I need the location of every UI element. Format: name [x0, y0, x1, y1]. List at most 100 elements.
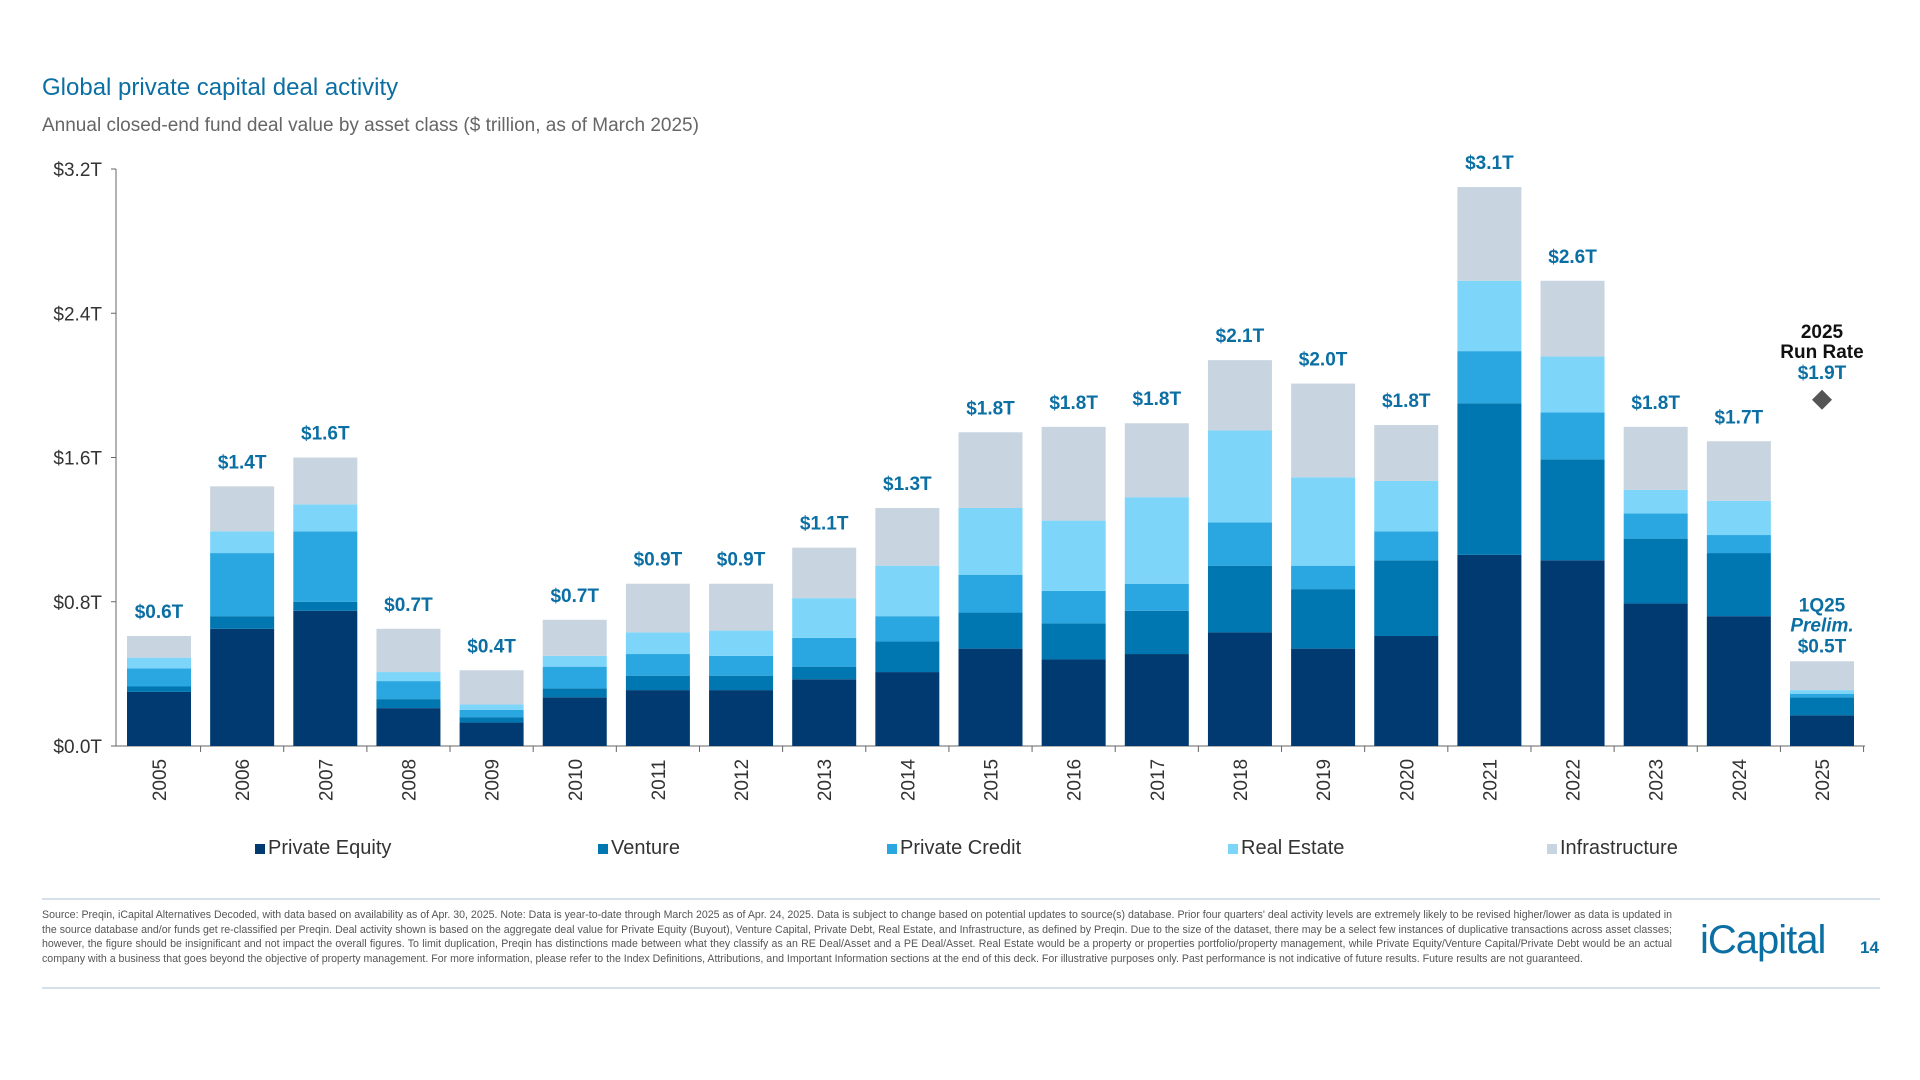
x-tick-label: 2025 — [1813, 759, 1834, 801]
bar-segment-infrastructure — [542, 619, 607, 656]
y-tick-label: $0.8T — [53, 593, 102, 614]
bar-segment-real-estate — [293, 504, 358, 532]
bar-segment-venture — [1291, 589, 1356, 649]
bar-total-label: $2.0T — [1299, 350, 1348, 371]
run-rate-diamond-marker — [1812, 389, 1832, 410]
bar-segment-real-estate — [792, 598, 857, 638]
bar-segment-venture — [1790, 697, 1854, 716]
bar-segment-private-credit — [1124, 583, 1189, 611]
bar-segment-infrastructure — [127, 636, 191, 658]
bar-total-label: $1.8T — [1133, 389, 1182, 410]
legend-swatch — [598, 843, 608, 854]
bar-segment-private-credit — [127, 668, 191, 687]
bar-segment-venture — [293, 601, 358, 611]
bar-segment-venture — [1374, 560, 1439, 637]
bar-total-label: Prelim. — [1790, 615, 1853, 636]
legend-label: Private Equity — [268, 837, 392, 859]
bar-segment-private-equity — [542, 697, 607, 746]
bar-segment-private-equity — [1706, 616, 1771, 746]
legend-swatch — [1547, 843, 1557, 854]
bar-segment-private-credit — [210, 553, 275, 617]
bar-segment-real-estate — [1207, 430, 1272, 523]
bar-total-label: 1Q25 — [1799, 595, 1846, 616]
bar-segment-infrastructure — [1790, 661, 1854, 691]
bar-segment-infrastructure — [1291, 383, 1356, 478]
bar-segment-real-estate — [1457, 280, 1522, 352]
legend-item-private-credit: Private Credit — [887, 837, 1021, 860]
bar-segment-infrastructure — [792, 547, 857, 599]
bar-segment-private-credit — [792, 637, 857, 667]
x-tick-label: 2005 — [150, 759, 171, 801]
y-tick-label: $0.0T — [53, 737, 102, 758]
bar-total-label: $0.7T — [550, 586, 599, 607]
bar-segment-private-equity — [1540, 560, 1605, 746]
page-number: 14 — [1860, 938, 1879, 957]
bar-segment-infrastructure — [1374, 425, 1439, 481]
run-rate-label: Run Rate — [1780, 342, 1863, 363]
x-tick-label: 2024 — [1730, 758, 1751, 801]
bar-segment-real-estate — [1041, 520, 1106, 591]
bar-total-label: $1.7T — [1715, 407, 1764, 428]
bar-segment-private-equity — [1041, 659, 1106, 746]
bar-total-label: $1.8T — [1631, 393, 1680, 414]
bar-total-label: $1.8T — [966, 398, 1015, 419]
bar-segment-private-equity — [1623, 603, 1688, 746]
x-tick-label: 2020 — [1397, 759, 1418, 801]
bar-segment-venture — [709, 675, 774, 691]
legend-label: Venture — [611, 837, 680, 859]
legend-label: Infrastructure — [1560, 837, 1678, 859]
chart-title: Global private capital deal activity — [42, 74, 399, 101]
bar-segment-infrastructure — [875, 507, 940, 566]
bar-total-label: $1.1T — [800, 514, 849, 535]
bar-total-label: $1.4T — [218, 452, 267, 473]
legend-item-private-equity: Private Equity — [255, 837, 391, 860]
bar-segment-infrastructure — [1457, 187, 1522, 281]
bar-segment-venture — [1623, 538, 1688, 604]
bar-segment-private-credit — [1790, 693, 1854, 698]
bar-segment-infrastructure — [1124, 423, 1189, 498]
bar-segment-infrastructure — [376, 628, 441, 673]
bar-segment-private-credit — [958, 574, 1023, 613]
bar-total-label: $2.1T — [1216, 326, 1265, 347]
bar-segment-private-credit — [625, 654, 690, 676]
legend-item-venture: Venture — [598, 837, 680, 860]
bar-segment-venture — [1207, 565, 1272, 633]
bar-total-label: $1.8T — [1382, 391, 1431, 412]
bar-segment-real-estate — [1540, 356, 1605, 413]
bar-segment-real-estate — [1790, 690, 1854, 694]
bar-segment-real-estate — [542, 655, 607, 667]
footer-divider-bottom — [42, 987, 1880, 989]
x-tick-label: 2007 — [316, 759, 337, 801]
bar-segment-infrastructure — [293, 457, 358, 505]
bar-total-label: $0.4T — [467, 636, 516, 657]
bar-segment-real-estate — [127, 657, 191, 669]
bar-segment-infrastructure — [1623, 426, 1688, 490]
bar-segment-real-estate — [625, 632, 690, 655]
bar-segment-private-equity — [1374, 636, 1439, 746]
bar-total-label: $1.3T — [883, 474, 932, 495]
bar-segment-venture — [958, 612, 1023, 649]
bar-total-label: $0.5T — [1798, 636, 1847, 657]
bar-segment-infrastructure — [1207, 360, 1272, 431]
bar-segment-private-credit — [1207, 522, 1272, 566]
run-rate-label: $1.9T — [1798, 363, 1847, 384]
bar-total-label: $0.9T — [634, 550, 683, 571]
x-tick-label: 2018 — [1231, 759, 1252, 801]
bar-segment-venture — [875, 641, 940, 673]
bar-total-label: $2.6T — [1548, 247, 1597, 268]
bar-segment-private-equity — [792, 679, 857, 746]
footer-divider-top — [42, 898, 1880, 900]
bar-segment-venture — [376, 699, 441, 709]
x-tick-label: 2017 — [1148, 759, 1169, 801]
bar-segment-private-credit — [1540, 412, 1605, 460]
bar-segment-private-credit — [293, 531, 358, 602]
legend-swatch — [887, 843, 897, 854]
x-tick-label: 2011 — [649, 760, 670, 801]
bar-segment-real-estate — [958, 507, 1023, 575]
bar-segment-real-estate — [1374, 480, 1439, 532]
bar-segment-private-equity — [958, 648, 1023, 746]
bar-segment-real-estate — [459, 704, 524, 710]
legend-swatch — [1228, 843, 1238, 854]
bar-segment-venture — [1540, 459, 1605, 561]
